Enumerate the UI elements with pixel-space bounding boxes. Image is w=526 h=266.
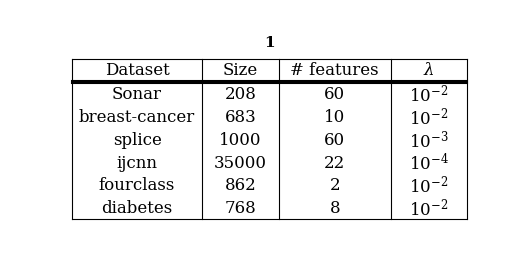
Text: 2: 2 [329, 177, 340, 194]
Text: 10: 10 [324, 109, 346, 126]
Text: breast-cancer: breast-cancer [79, 109, 195, 126]
Text: $10^{-2}$: $10^{-2}$ [409, 175, 449, 197]
Text: 35000: 35000 [214, 155, 267, 172]
Text: 60: 60 [324, 132, 346, 149]
Text: # features: # features [290, 61, 379, 78]
Text: fourclass: fourclass [99, 177, 175, 194]
Text: $10^{-2}$: $10^{-2}$ [409, 106, 449, 128]
Text: Sonar: Sonar [112, 86, 162, 103]
Text: 768: 768 [225, 200, 257, 217]
Text: 1000: 1000 [219, 132, 262, 149]
Text: diabetes: diabetes [102, 200, 173, 217]
Text: 208: 208 [225, 86, 257, 103]
Text: Size: Size [223, 61, 258, 78]
Text: 862: 862 [225, 177, 257, 194]
Text: 22: 22 [324, 155, 346, 172]
Text: Dataset: Dataset [105, 61, 169, 78]
Text: 60: 60 [324, 86, 346, 103]
Text: $10^{-2}$: $10^{-2}$ [409, 83, 449, 105]
Text: $10^{-4}$: $10^{-4}$ [409, 152, 449, 174]
Text: $10^{-3}$: $10^{-3}$ [409, 129, 449, 151]
Text: 1: 1 [264, 36, 275, 50]
Text: splice: splice [113, 132, 161, 149]
Text: 683: 683 [225, 109, 257, 126]
Text: $10^{-2}$: $10^{-2}$ [409, 198, 449, 220]
Text: $\lambda$: $\lambda$ [423, 61, 435, 78]
Text: 8: 8 [329, 200, 340, 217]
Text: ijcnn: ijcnn [117, 155, 158, 172]
